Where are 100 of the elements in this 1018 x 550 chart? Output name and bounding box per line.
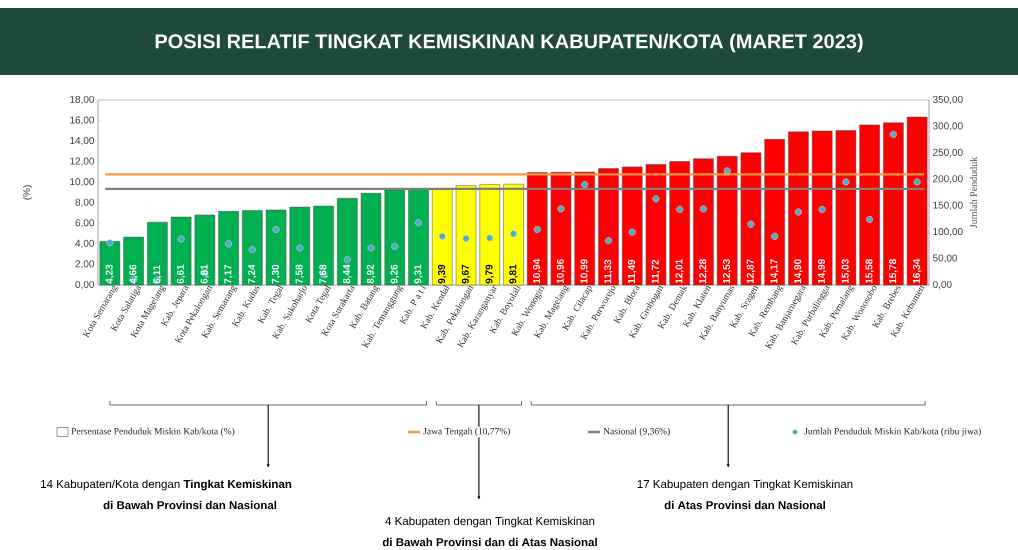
point [343, 256, 351, 264]
point [415, 219, 423, 227]
data-label: 7,17 [224, 264, 233, 284]
y2-tick-label: 200,00 [933, 175, 963, 184]
bar [598, 168, 619, 286]
point [771, 232, 779, 240]
point [248, 246, 256, 254]
bar [527, 172, 548, 286]
y2-tick-label: 100,00 [933, 228, 963, 237]
y-tick-label: 18,00 [70, 95, 95, 105]
data-label: 9,79 [485, 264, 495, 284]
data-label: 7,24 [248, 264, 257, 284]
bar [693, 158, 714, 286]
point [794, 208, 802, 216]
y2-tick-label: 250,00 [933, 148, 963, 157]
point [510, 230, 518, 238]
point [225, 240, 233, 248]
point [652, 195, 660, 203]
point [699, 205, 707, 213]
bar [835, 130, 857, 286]
legend-label: Jumlah Penduduk Miskin Kab/kota (ribu jiwa) [804, 427, 981, 437]
bar [669, 161, 690, 286]
data-label: 4,66 [129, 264, 138, 284]
y-tick-label: 0,00 [75, 280, 95, 290]
y-tick-label: 10,00 [70, 178, 95, 187]
bar [242, 210, 263, 286]
text: 17 Kabupaten dengan Tingkat Kemiskinan [637, 479, 853, 491]
data-label: 7,30 [271, 264, 281, 284]
data-label: 11,33 [604, 259, 613, 284]
point [557, 205, 565, 213]
point [272, 226, 280, 234]
point [367, 244, 375, 252]
point [438, 232, 446, 240]
y2-tick-label: 350,00 [932, 95, 963, 105]
point [604, 237, 612, 245]
data-label: 14,99 [817, 259, 827, 284]
bar [455, 185, 477, 286]
legend-label: Persentase Penduduk Miskin Kab/kota (%) [71, 427, 235, 437]
bar [123, 236, 144, 286]
text: di Atas Provinsi dan Nasional [664, 500, 826, 510]
point [866, 215, 874, 223]
point [747, 220, 755, 228]
point [462, 234, 470, 242]
text: 14 Kabupaten/Kota dengan Tingkat Kemiskinan [41, 479, 292, 491]
data-label: 15,78 [889, 259, 898, 284]
data-label: 6,11 [153, 265, 162, 284]
data-label: 14,17 [770, 259, 779, 284]
bar [811, 130, 833, 286]
point [842, 178, 850, 186]
point [486, 234, 494, 242]
y-tick-label: 2,00 [75, 260, 95, 269]
data-label: 12,28 [699, 259, 708, 284]
point [676, 205, 684, 213]
bar [621, 166, 643, 286]
data-label: 15,03 [841, 259, 851, 284]
bar [289, 206, 311, 286]
legend-label: Nasional (9,36%) [603, 427, 670, 437]
data-label: 12,53 [722, 259, 732, 284]
data-label: 9,26 [390, 264, 400, 284]
bar [716, 155, 738, 286]
bar [859, 124, 880, 286]
bar [503, 183, 524, 286]
data-label: 7,58 [295, 264, 305, 284]
text: di Bawah Provinsi dan di Atas Nasional [382, 537, 597, 547]
data-label: 8,92 [366, 264, 376, 284]
bar [906, 116, 928, 286]
bar [313, 205, 334, 286]
y-tick-label: 12,00 [70, 157, 95, 166]
bar [265, 209, 287, 286]
data-label: 6,61 [176, 264, 186, 284]
y2-tick-label: 150,00 [933, 201, 963, 210]
y-tick-label: 16,00 [70, 116, 95, 125]
y2-axis-title: Jumlah Penduduk [969, 156, 978, 228]
data-label: 11,49 [627, 259, 637, 284]
text: di Bawah Provinsi dan Nasional [103, 500, 277, 510]
bar [99, 241, 121, 286]
data-label: 9,31 [414, 264, 423, 284]
y-tick-label: 6,00 [75, 219, 95, 228]
point [889, 130, 897, 138]
data-label: 6,81 [200, 264, 210, 284]
data-label: 10,94 [532, 258, 542, 284]
bar [170, 216, 192, 286]
data-label: 4,23 [105, 264, 115, 284]
bar [218, 211, 239, 286]
bar [194, 214, 216, 286]
point [818, 205, 826, 213]
bar [384, 189, 406, 286]
y-axis-title: (%) [22, 185, 33, 200]
data-label: 9,81 [509, 264, 518, 284]
data-label: 12,01 [675, 259, 684, 284]
bar [883, 122, 904, 286]
data-label: 9,67 [461, 264, 471, 284]
point [106, 239, 114, 247]
y-tick-label: 14,00 [70, 136, 95, 146]
bar [408, 189, 429, 286]
point [581, 181, 589, 189]
bar [788, 131, 809, 286]
bar [764, 139, 785, 286]
data-label: 8,44 [343, 264, 352, 284]
y2-tick-label: 0,00 [932, 280, 952, 290]
